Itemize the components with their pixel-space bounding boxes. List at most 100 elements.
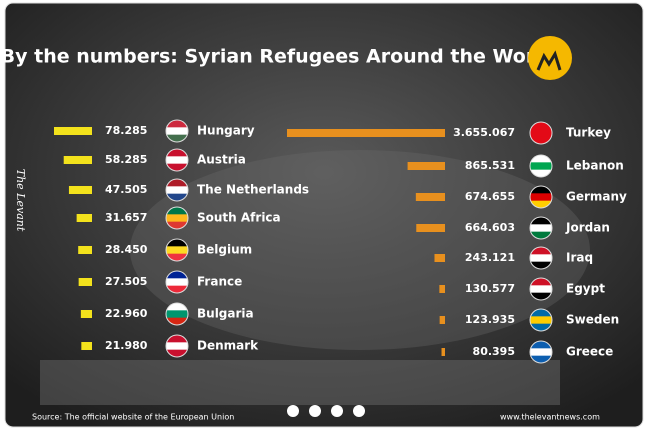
country-label: Austria xyxy=(197,153,246,167)
country-label: Egypt xyxy=(566,282,605,296)
value-label: 123.935 xyxy=(465,313,515,326)
country-label: Hungary xyxy=(197,124,255,138)
bar xyxy=(68,186,92,194)
flag-stripe xyxy=(530,186,552,194)
flag-stripe xyxy=(530,247,552,255)
bar xyxy=(287,129,445,137)
value-label: 130.577 xyxy=(465,282,515,295)
country-label: The Netherlands xyxy=(197,183,309,197)
value-label: 27.505 xyxy=(105,275,147,288)
country-label: Germany xyxy=(566,190,627,204)
value-label: 243.121 xyxy=(465,251,515,264)
bar xyxy=(416,224,445,232)
flag-ring xyxy=(529,154,553,178)
refugee-icon-figures xyxy=(536,50,562,71)
frame xyxy=(4,2,644,428)
flag-stripe xyxy=(530,224,552,232)
flag-stripe xyxy=(166,179,188,187)
website: www.thelevantnews.com xyxy=(500,413,600,422)
flag-stripe xyxy=(166,278,188,286)
value-label: 22.960 xyxy=(105,307,148,320)
bar xyxy=(439,316,445,324)
flag-stripe xyxy=(166,127,188,135)
flag-ring xyxy=(165,119,189,143)
flag-stripe xyxy=(530,232,552,240)
bar xyxy=(80,310,92,318)
flag-stripe xyxy=(530,324,552,332)
value-label: 28.450 xyxy=(105,243,148,256)
flag-stripe xyxy=(166,310,188,318)
flag-stripe xyxy=(166,135,188,143)
flag-stripe xyxy=(530,285,552,293)
flag-stripe xyxy=(530,341,552,349)
crowd-silhouette xyxy=(40,360,560,405)
bar xyxy=(76,214,92,222)
flag-stripe xyxy=(166,222,188,230)
flag-ring xyxy=(165,270,189,294)
flag-stripe xyxy=(530,201,552,209)
bar xyxy=(407,162,445,170)
flag-stripe xyxy=(530,316,552,324)
flag-ring xyxy=(529,340,553,364)
value-label: 58.285 xyxy=(105,153,147,166)
bar xyxy=(78,278,92,286)
value-label: 674.655 xyxy=(465,190,515,203)
flag-stripe xyxy=(166,149,188,157)
value-label: 21.980 xyxy=(105,339,148,352)
flag-ring xyxy=(165,206,189,230)
country-label: Bulgaria xyxy=(197,307,254,321)
refugee-icon xyxy=(528,36,572,80)
country-label: South Africa xyxy=(197,211,281,225)
flag-ring xyxy=(529,246,553,270)
flag-stripe xyxy=(530,122,552,130)
source: Source: The official website of the Euro… xyxy=(32,413,234,422)
country-label: Lebanon xyxy=(566,159,624,173)
flag-stripe xyxy=(166,335,188,343)
bar xyxy=(81,342,92,350)
flag-ring xyxy=(529,216,553,240)
value-label: 80.395 xyxy=(473,345,515,358)
flag-ring xyxy=(165,238,189,262)
flag-stripe xyxy=(530,309,552,317)
country-label: Denmark xyxy=(197,339,259,353)
flag-stripe xyxy=(166,194,188,202)
flag-stripe xyxy=(530,254,552,262)
flag-ring xyxy=(165,334,189,358)
flag-stripe xyxy=(530,293,552,301)
flag-stripe xyxy=(166,156,188,164)
flag-stripe xyxy=(166,246,188,254)
world-map xyxy=(130,150,590,350)
title: By the numbers: Syrian Refugees Around t… xyxy=(1,46,556,68)
flag-stripe xyxy=(166,286,188,294)
country-label: Iraq xyxy=(566,251,593,265)
value-label: 865.531 xyxy=(465,159,515,172)
flag-ring xyxy=(529,308,553,332)
value-label: 78.285 xyxy=(105,124,147,137)
bar xyxy=(441,348,445,356)
flag-stripe xyxy=(530,262,552,270)
flag-ring xyxy=(529,185,553,209)
value-label: 3.655.067 xyxy=(453,126,515,139)
flag-stripe xyxy=(530,137,552,145)
value-label: 31.657 xyxy=(105,211,147,224)
flag-stripe xyxy=(166,342,188,350)
country-label: Turkey xyxy=(566,126,611,140)
flag-stripe xyxy=(530,129,552,137)
flag-stripe xyxy=(166,214,188,222)
flag-stripe xyxy=(530,217,552,225)
flag-stripe xyxy=(166,303,188,311)
flag-ring xyxy=(165,178,189,202)
flag-stripe xyxy=(166,318,188,326)
flag-stripe xyxy=(166,271,188,279)
flag-ring xyxy=(529,277,553,301)
flag-stripe xyxy=(166,120,188,128)
bar xyxy=(54,127,92,135)
flag-stripe xyxy=(166,254,188,262)
country-label: Belgium xyxy=(197,243,252,257)
flag-stripe xyxy=(530,193,552,201)
value-label: 664.603 xyxy=(465,221,515,234)
country-label: Sweden xyxy=(566,313,619,327)
flag-ring xyxy=(165,302,189,326)
flag-stripe xyxy=(530,278,552,286)
